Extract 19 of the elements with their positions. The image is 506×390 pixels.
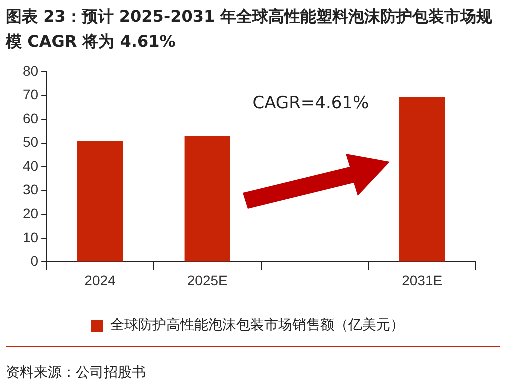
x-tick-label: 2025E xyxy=(187,272,228,288)
bar xyxy=(77,140,124,262)
bar xyxy=(184,136,230,262)
y-tick-label: 70 xyxy=(22,86,39,103)
x-tick-label: 2024 xyxy=(84,272,116,288)
y-tick-label: 10 xyxy=(22,229,39,246)
y-tick-label: 0 xyxy=(30,253,39,270)
text: 资料来源：公司招股书 xyxy=(6,364,146,382)
y-tick-label: 40 xyxy=(22,158,39,174)
y-tick-label: 50 xyxy=(22,134,39,150)
annotation: CAGR=4.61% xyxy=(252,93,370,114)
x-tick-label: 2031E xyxy=(402,272,443,288)
bar xyxy=(400,97,446,262)
y-tick-label: 80 xyxy=(22,62,39,79)
y-tick-label: 30 xyxy=(22,182,39,198)
legend-label: 全球防护高性能泡沫包装市场销售额（亿美元） xyxy=(110,318,404,334)
y-tick-label: 20 xyxy=(22,206,39,222)
chart-title: 图表 23：预计 2025-2031 年全球高性能塑料泡沫防护包装市场规模 CAGR 将为 4.61% xyxy=(6,6,494,53)
y-tick-label: 60 xyxy=(22,110,39,126)
